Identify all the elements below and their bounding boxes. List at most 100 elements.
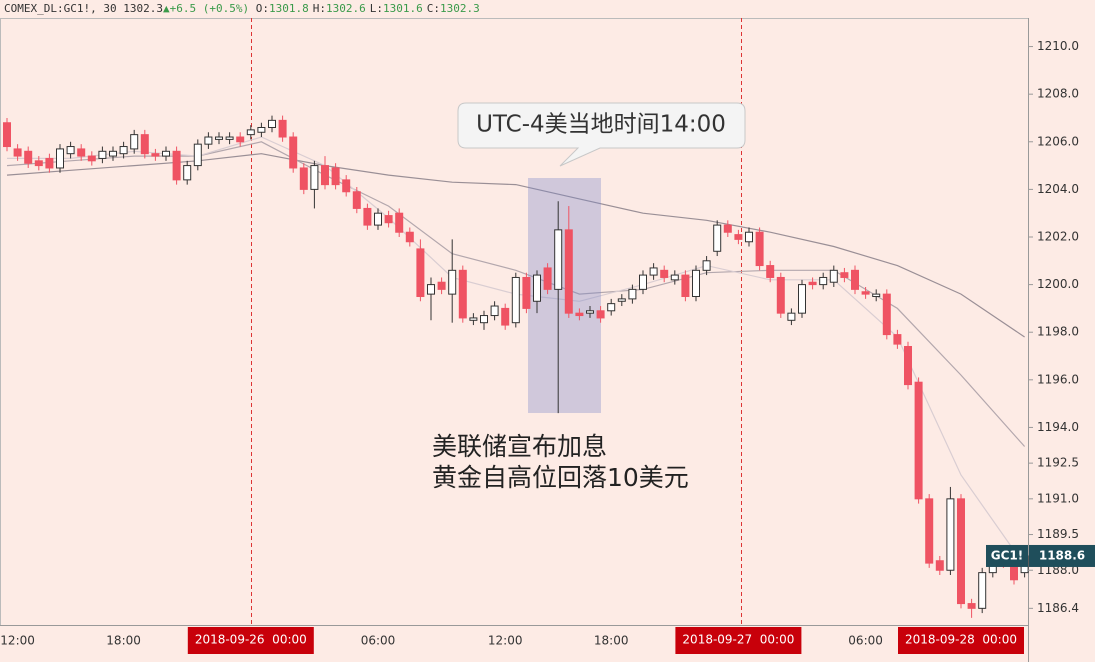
y-tick-label: 1192.5: [1037, 456, 1079, 470]
candle-body: [914, 381, 923, 500]
y-tick-label: 1186.4: [1037, 601, 1079, 615]
candle-body: [257, 126, 266, 133]
candle-body: [56, 148, 64, 169]
candle-body: [405, 231, 414, 243]
moving-average: [7, 136, 1026, 566]
candle-body: [617, 298, 626, 302]
candle-body: [501, 307, 510, 326]
callout-bubble: [457, 102, 746, 167]
candle-body: [45, 157, 54, 169]
candle-body: [236, 136, 245, 143]
candle-body: [469, 317, 478, 321]
candle-body: [458, 269, 467, 319]
candle-body: [755, 231, 764, 267]
candle-body: [702, 260, 711, 271]
candle-body: [575, 312, 584, 317]
y-tick-label: 1204.0: [1037, 182, 1079, 196]
candle-body: [543, 267, 552, 290]
x-tick-label: 12:00: [488, 634, 523, 648]
candle-body: [649, 267, 658, 276]
candle-body: [98, 150, 107, 159]
candle-body: [840, 272, 849, 278]
candle-body: [670, 274, 679, 281]
x-tick-label: 12:00: [0, 634, 35, 648]
candle-body: [448, 269, 457, 295]
candle-body: [946, 498, 955, 571]
candle-body: [34, 160, 43, 167]
y-tick-label: 1196.0: [1037, 372, 1079, 386]
ohlc: O:1301.8 H:1302.6 L:1301.6 C:1302.3: [256, 2, 484, 15]
candle-body: [713, 224, 722, 252]
date-label-bg: [675, 627, 802, 654]
candle-body: [564, 229, 573, 314]
candle-body: [723, 224, 732, 233]
candle-body: [13, 148, 22, 157]
candle-body: [829, 269, 838, 283]
candle-body: [172, 150, 181, 181]
x-tick-label: 18:00: [106, 634, 141, 648]
candle-body: [130, 134, 139, 150]
candle-body: [374, 212, 382, 226]
candle-body: [384, 215, 393, 224]
candle-body: [925, 498, 934, 564]
y-tick-label: 1198.0: [1037, 325, 1079, 339]
candle-body: [808, 281, 817, 286]
last: 1302.3: [123, 2, 163, 15]
candle-body: [109, 150, 117, 157]
candle-body: [554, 229, 563, 290]
candle-body: [416, 248, 425, 298]
candle-body: [437, 281, 446, 290]
y-tick-label: 1191.0: [1037, 491, 1079, 505]
ohlc-label: O:: [255, 2, 269, 15]
candle-body: [872, 293, 881, 298]
candle-body: [639, 274, 647, 290]
x-tick-label: 2018-09-26 00:00: [195, 633, 307, 647]
ohlc-label: H:: [312, 2, 326, 15]
x-tick-label: 2018-09-27 00:00: [682, 633, 794, 647]
y-tick-label: 1206.0: [1037, 134, 1079, 148]
candle-body: [268, 119, 276, 128]
candle-body: [3, 122, 11, 148]
candle-body: [246, 129, 255, 136]
candle-body: [352, 191, 361, 209]
series-tag: GC1!: [991, 548, 1023, 562]
candle-body: [935, 560, 944, 571]
x-tick-label: 18:00: [594, 634, 629, 648]
candle-body: [395, 212, 404, 233]
candle-body: [776, 276, 785, 314]
ohlc-value: 1301.6: [382, 2, 423, 15]
annotation: 美联储宣布加息: [432, 432, 607, 461]
x-tick-label: 06:00: [361, 634, 396, 648]
y-tick-label: 1208.0: [1037, 87, 1079, 101]
candle-body: [215, 136, 223, 140]
candle-body: [681, 274, 690, 298]
candle-body: [861, 291, 870, 295]
x-tick-label: 06:00: [848, 634, 883, 648]
candle-body: [278, 119, 287, 138]
series-tag-bg: [986, 544, 1028, 567]
candle-body: [342, 179, 351, 193]
candle-body: [893, 334, 902, 345]
candle-body: [882, 293, 891, 336]
candle-body: [66, 146, 75, 155]
candle-body: [87, 155, 96, 162]
date-label-bg: [898, 627, 1024, 654]
candle-body: [24, 150, 33, 164]
candle-body: [204, 136, 213, 145]
last-price-bg: [1029, 544, 1095, 567]
symbol: COMEX_DL:GC1!, 30: [4, 2, 117, 15]
y-tick-label: 1202.0: [1037, 229, 1079, 243]
candle-body: [310, 165, 319, 190]
candle-body: [289, 136, 298, 169]
candle-body: [787, 312, 796, 321]
callout-text: UTC-4美当地时间14:00: [476, 112, 726, 138]
candle-body: [151, 153, 160, 157]
ohlc-value: 1301.8: [268, 2, 309, 15]
y-tick-label: 1200.0: [1037, 277, 1079, 291]
candle-body: [628, 288, 637, 300]
candle-body: [193, 143, 202, 167]
candle-body: [1010, 564, 1018, 581]
y-tick-label: 1194.0: [1037, 420, 1079, 434]
